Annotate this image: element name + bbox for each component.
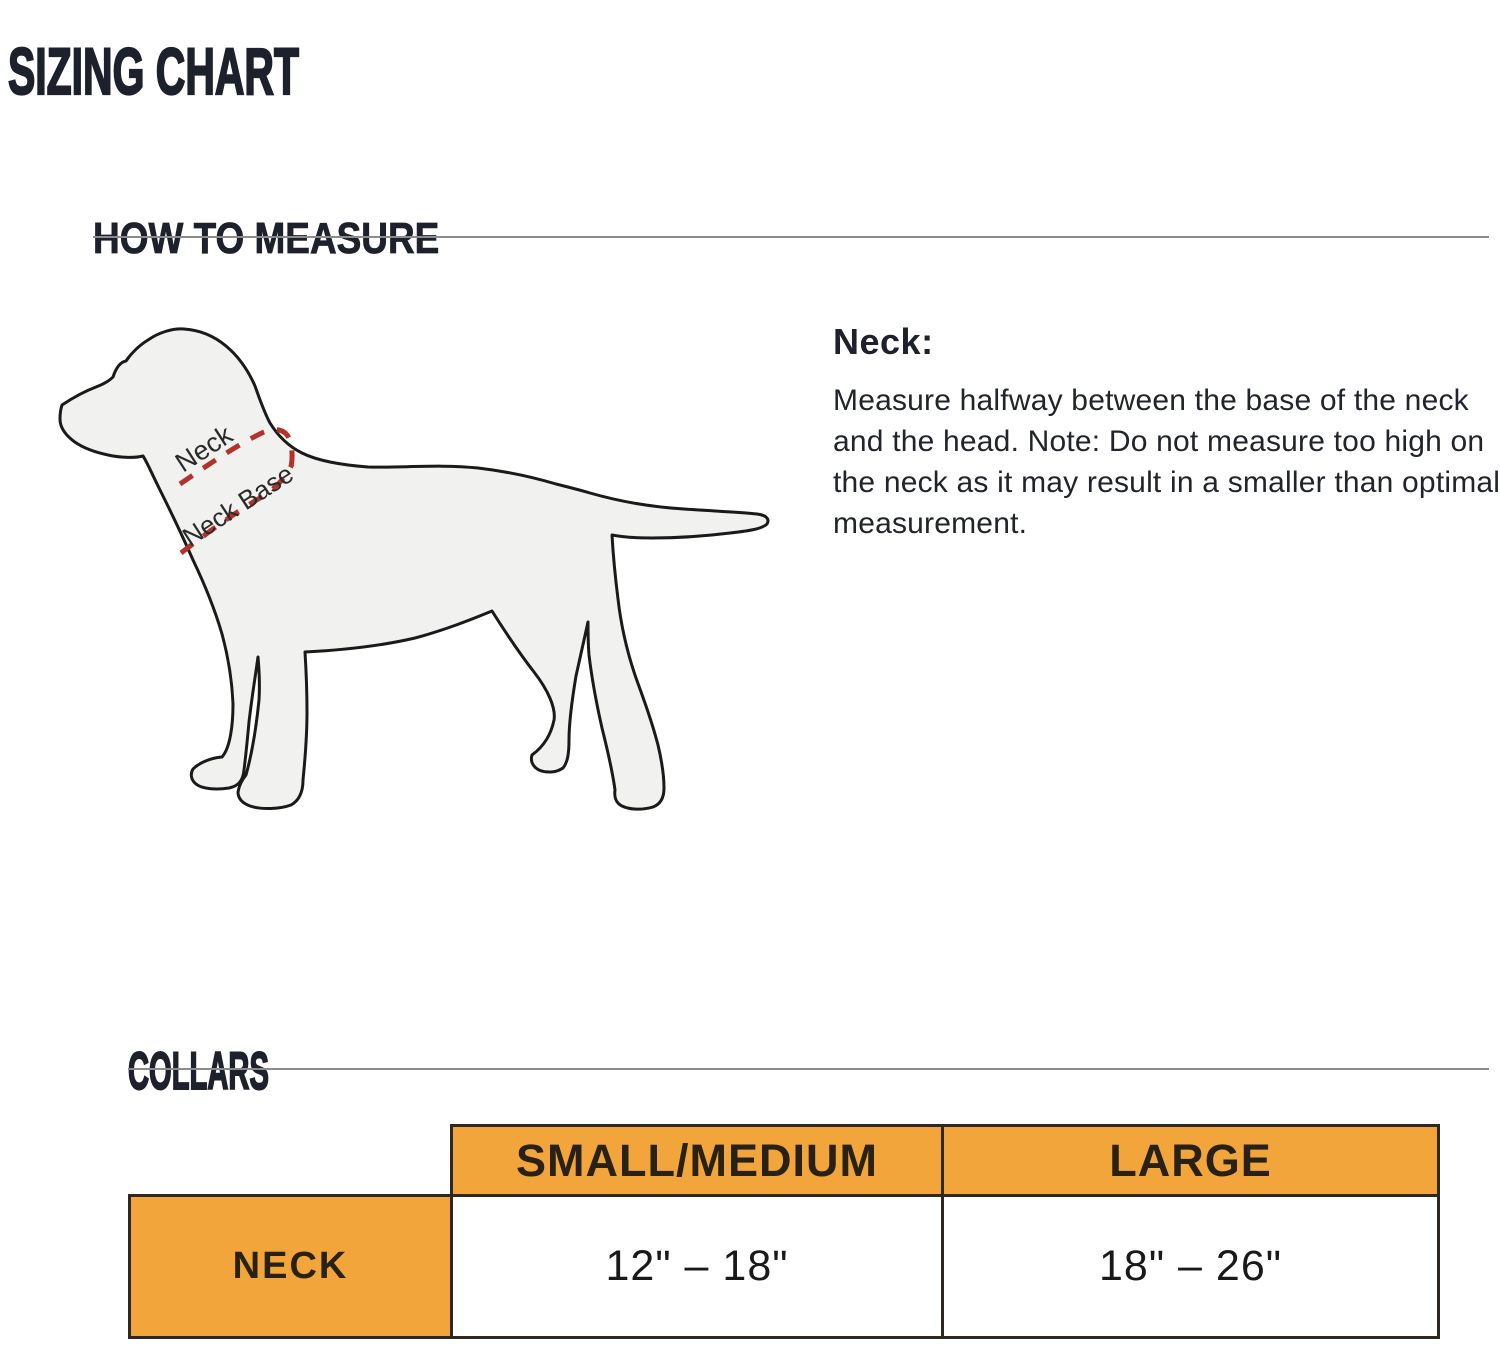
col-header-large: LARGE — [941, 1124, 1440, 1197]
neck-instructions-text: Measure halfway between the base of the … — [833, 384, 1500, 540]
neck-diagram-label: Neck — [170, 419, 238, 478]
collars-heading: COLLARS — [127, 1041, 269, 1101]
neck-instructions: Neck: Measure halfway between the base o… — [833, 320, 1500, 544]
neck-base-measure-line — [179, 462, 295, 555]
neck-small-medium-value: 12" – 18" — [450, 1194, 944, 1339]
how-to-measure-heading: HOW TO MEASURE — [93, 213, 440, 263]
neck-instructions-title: Neck: — [833, 321, 934, 362]
col-header-small-medium: SMALL/MEDIUM — [450, 1124, 944, 1197]
neck-measure-line — [178, 427, 295, 487]
collars-divider — [128, 1068, 1489, 1070]
table-row: NECK 12" – 18" 18" – 26" — [128, 1194, 1440, 1339]
page-title: SIZING CHART — [7, 34, 299, 109]
neck-base-diagram-label: Neck Base — [177, 458, 299, 552]
table-header-row: SMALL/MEDIUM LARGE — [130, 1124, 1440, 1197]
table-corner-spacer — [130, 1126, 452, 1196]
dog-silhouette — [58, 327, 770, 811]
neck-large-value: 18" – 26" — [941, 1194, 1440, 1339]
collars-size-table: SMALL/MEDIUM LARGE NECK 12" – 18" 18" – … — [128, 1124, 1440, 1339]
how-to-measure-divider — [93, 236, 1489, 238]
row-header-neck: NECK — [128, 1194, 453, 1339]
